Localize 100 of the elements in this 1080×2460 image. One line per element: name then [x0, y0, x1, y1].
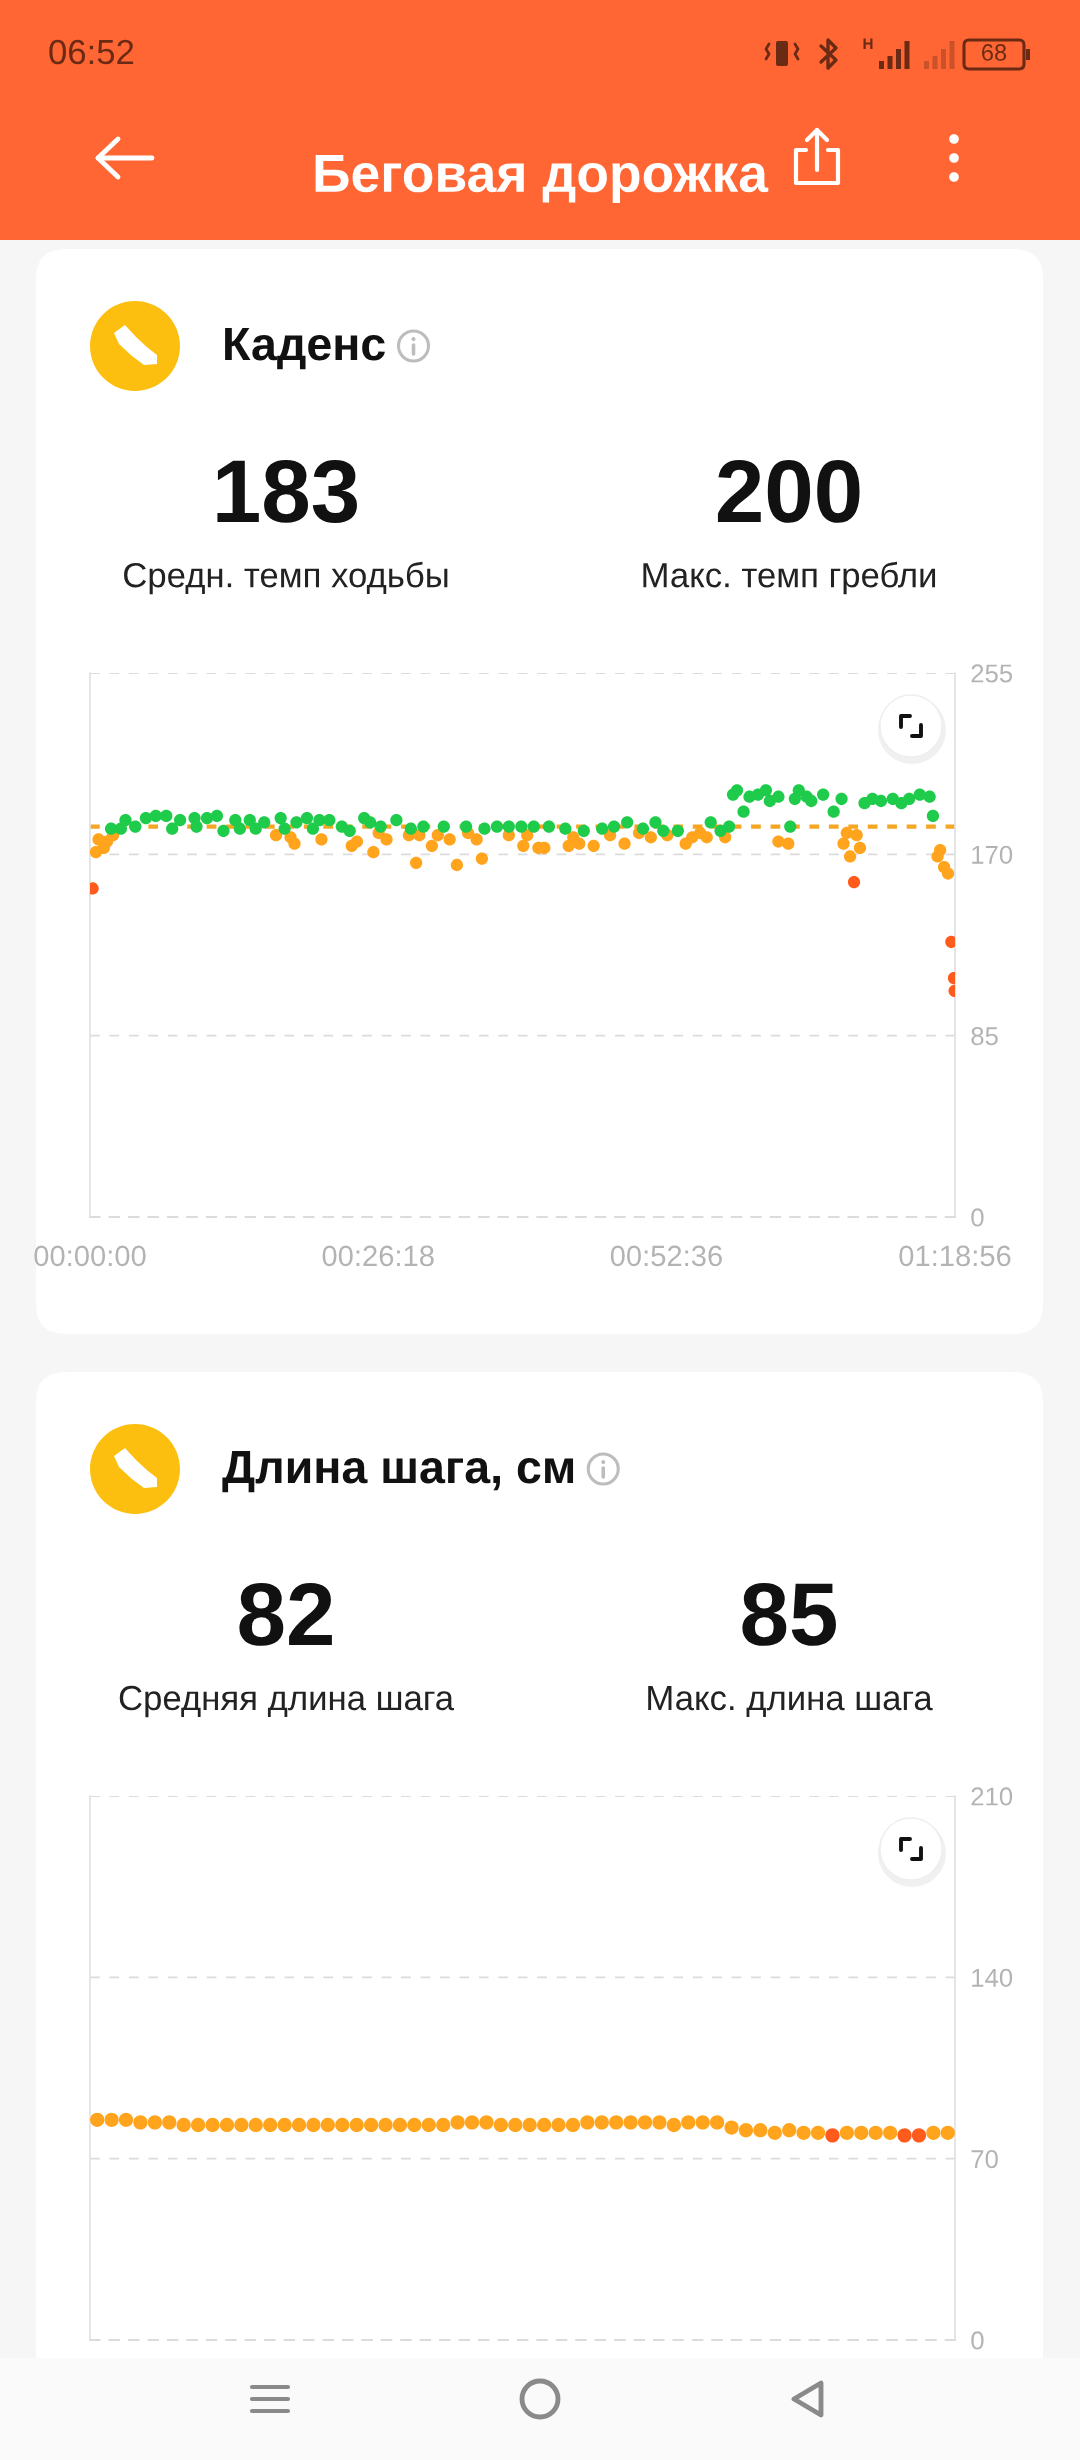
point — [753, 2123, 768, 2138]
point — [767, 2125, 782, 2140]
point — [565, 2117, 581, 2133]
point — [594, 2115, 609, 2130]
text: 200 — [717, 459, 860, 523]
point — [522, 2117, 537, 2133]
point — [782, 837, 795, 850]
point — [911, 2128, 927, 2143]
point — [147, 2115, 162, 2130]
point — [90, 2112, 105, 2127]
point — [853, 841, 867, 855]
point — [825, 2128, 840, 2143]
y-tick-label: 0 — [971, 1208, 984, 1227]
point — [644, 831, 657, 844]
y-tick-label: 70 — [971, 2150, 998, 2169]
point — [618, 837, 631, 850]
point — [133, 2115, 148, 2130]
point — [176, 2117, 191, 2133]
point — [517, 839, 530, 852]
point — [652, 2115, 667, 2130]
point — [724, 2120, 739, 2135]
point — [796, 2125, 811, 2140]
text: 183 — [217, 459, 357, 523]
point — [248, 2117, 263, 2133]
point — [587, 839, 600, 852]
text: 06:52 — [49, 39, 134, 65]
text: Средняя длина шага — [119, 1685, 455, 1718]
point — [551, 2117, 566, 2133]
point — [320, 2117, 335, 2133]
point — [700, 831, 713, 844]
point — [431, 829, 444, 842]
point — [681, 2115, 696, 2130]
point — [234, 2117, 249, 2133]
point — [854, 2125, 869, 2140]
x-tick-label: 01:18:56 — [899, 1245, 1011, 1267]
point — [380, 833, 393, 846]
point — [162, 2115, 177, 2130]
point — [104, 2112, 119, 2127]
text: 68 — [982, 44, 1007, 61]
point — [710, 2115, 725, 2130]
point — [205, 2117, 220, 2133]
text: H — [863, 38, 873, 49]
point — [897, 2128, 912, 2143]
point — [364, 2117, 379, 2133]
point — [306, 2117, 321, 2133]
point — [409, 856, 423, 869]
point — [335, 2117, 350, 2133]
point — [464, 2115, 480, 2130]
point — [840, 826, 853, 840]
point — [392, 2117, 408, 2133]
point — [277, 2117, 292, 2133]
x-tick-label: 00:00:00 — [34, 1245, 146, 1267]
point — [475, 852, 489, 865]
point — [883, 2125, 898, 2140]
point — [941, 867, 955, 880]
point — [450, 858, 464, 872]
text: 85 — [742, 1582, 836, 1646]
point — [407, 2117, 422, 2133]
point — [934, 843, 947, 857]
point — [436, 2117, 451, 2133]
point — [837, 837, 850, 850]
y-tick-label: 255 — [971, 664, 1013, 683]
text: Макс. длина шага — [648, 1686, 933, 1717]
point — [843, 850, 857, 863]
point — [940, 2125, 955, 2140]
point — [868, 2125, 883, 2140]
y-tick-label: 85 — [971, 1027, 998, 1046]
point — [738, 2123, 754, 2138]
point — [219, 2117, 235, 2133]
text: Беговая дорожка — [315, 155, 769, 203]
point — [810, 2125, 826, 2140]
y-tick-label: 210 — [971, 1787, 1013, 1806]
point — [926, 2125, 941, 2140]
point — [945, 935, 955, 948]
point — [839, 2125, 854, 2140]
point — [537, 2117, 552, 2133]
point — [666, 2117, 681, 2133]
point — [349, 2117, 364, 2133]
point — [470, 833, 483, 846]
y-tick-label: 140 — [972, 1968, 1013, 1987]
point — [269, 829, 283, 842]
text: 82 — [239, 1582, 332, 1646]
point — [573, 837, 586, 850]
point — [637, 2115, 653, 2130]
chart-title: Каденс — [225, 328, 385, 370]
text: Макс. темп гребли — [643, 561, 936, 595]
point — [850, 829, 863, 842]
point — [288, 837, 301, 850]
point — [315, 833, 328, 846]
point — [782, 2123, 797, 2138]
point — [609, 2115, 624, 2130]
point — [695, 2115, 710, 2130]
point — [443, 833, 456, 846]
point — [425, 839, 439, 852]
x-tick-label: 00:52:36 — [610, 1245, 722, 1267]
point — [118, 2112, 134, 2127]
point — [508, 2117, 523, 2133]
x-tick-label: 00:26:18 — [322, 1245, 434, 1267]
y-tick-label: 170 — [972, 845, 1013, 864]
point — [350, 835, 364, 848]
